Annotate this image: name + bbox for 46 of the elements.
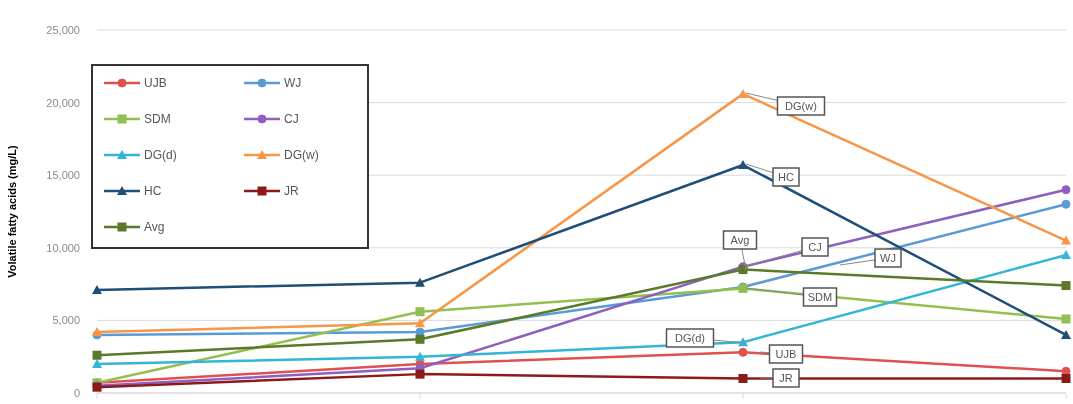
annotation: JR xyxy=(779,372,793,384)
legend-label: WJ xyxy=(284,76,302,90)
point xyxy=(1061,281,1071,291)
point xyxy=(1061,199,1071,209)
annotation: Avg xyxy=(730,234,750,246)
point xyxy=(415,369,425,379)
legend-label: SDM xyxy=(144,112,171,126)
point xyxy=(738,347,748,357)
y-tick-label: 15,000 xyxy=(46,169,80,182)
y-tick-label: 25,000 xyxy=(46,24,80,36)
y-tick-label: 0 xyxy=(73,387,80,399)
point xyxy=(738,160,748,170)
point xyxy=(1061,314,1071,324)
point xyxy=(415,334,425,344)
annotation: HC xyxy=(778,171,794,183)
point xyxy=(1061,185,1071,195)
point xyxy=(415,351,425,361)
legend-label: JR xyxy=(284,184,299,198)
point xyxy=(738,373,748,383)
point xyxy=(415,307,425,317)
y-tick-label: 5,000 xyxy=(52,314,80,327)
legend-label: DG(d) xyxy=(144,148,177,162)
y-tick-label: 10,000 xyxy=(46,241,80,254)
annotation: WJ xyxy=(880,252,896,264)
annotation: DG(d) xyxy=(675,332,705,344)
point xyxy=(92,358,102,368)
annotation: CJ xyxy=(808,241,822,253)
y-axis-title: Volatile fatty acids (mg/L) xyxy=(6,144,18,278)
legend-label: Avg xyxy=(144,220,165,234)
point xyxy=(415,318,425,328)
annotation: SDM xyxy=(807,291,833,303)
point xyxy=(1061,235,1071,245)
point xyxy=(92,350,102,360)
y-tick-label: 20,000 xyxy=(46,96,80,109)
legend-label: UJB xyxy=(144,76,167,90)
legend-label: HC xyxy=(144,184,162,198)
legend-label: CJ xyxy=(284,112,299,126)
point xyxy=(1061,373,1071,383)
annotation: DG(w) xyxy=(785,100,817,112)
point xyxy=(92,284,102,294)
point xyxy=(1061,250,1071,260)
point xyxy=(415,277,425,287)
legend-label: DG(w) xyxy=(284,148,319,162)
annotation: UJB xyxy=(775,348,797,360)
point xyxy=(738,88,748,98)
point xyxy=(1061,329,1071,339)
